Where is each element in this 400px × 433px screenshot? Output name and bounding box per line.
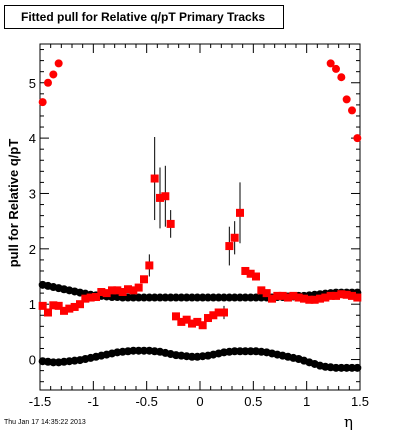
data-point-square [257,286,266,295]
x-tick-label: 1 [303,394,310,409]
data-point-square [268,294,276,303]
x-tick-label: -1 [88,394,100,409]
data-point-square [294,293,303,302]
x-axis-label: η [344,413,353,431]
x-tick-label: 0.5 [244,394,262,409]
data-point-circle [337,73,346,82]
x-tick-label: 1.5 [351,394,369,409]
data-point-square [108,286,116,295]
data-point-square [310,295,319,304]
data-point-square [166,219,175,228]
data-point-square [118,288,127,297]
data-point-square [177,317,186,326]
data-point-square [332,291,340,300]
data-point-square [225,242,234,251]
data-point-square [145,261,154,270]
y-tick-label: 5 [29,76,36,91]
data-point-square [300,294,308,303]
data-point-square [193,317,202,326]
y-tick-label: 1 [29,297,36,312]
data-point-circle [326,59,335,68]
data-point-square [204,314,212,323]
data-point-square [337,290,346,299]
data-point-square [129,286,138,295]
data-point-square [156,193,164,202]
data-point-square [289,291,298,300]
data-point-square [214,308,223,317]
data-point-square [140,275,148,284]
data-point-circle [44,78,52,87]
data-point-square [150,174,159,183]
data-point-square [252,272,260,281]
data-point-square [246,269,255,278]
data-point-square [92,292,100,301]
data-point-square [353,293,362,302]
data-point-square [273,291,282,300]
x-tick-label: -0.5 [135,394,157,409]
data-point-square [262,289,271,298]
data-point-square [70,302,79,311]
data-point-circle [332,64,340,73]
chart-title: Fitted pull for Relative q/pT Primary Tr… [4,5,284,29]
data-point-square [161,192,170,201]
data-point-square [321,293,330,302]
data-point-square [220,308,228,317]
data-point-circle [342,95,351,104]
data-point-square [316,294,324,303]
data-point-circle [348,106,356,115]
y-tick-label: 4 [29,131,36,146]
data-point-square [188,319,196,328]
data-point-square [54,301,63,310]
data-point-square [102,289,111,298]
x-tick-label: 0 [196,394,203,409]
data-point-square [97,288,106,297]
data-point-square [65,304,74,313]
data-point-square [209,311,218,320]
data-point-square [172,312,180,321]
data-point-square [182,315,191,324]
data-point-square [60,306,68,315]
x-tick-label: -1.5 [29,394,51,409]
data-point-square [44,308,52,317]
data-point-square [38,301,47,310]
data-point-square [241,266,250,275]
data-point-square [284,293,292,302]
data-point-square [134,283,143,292]
data-point-square [236,208,244,217]
data-point-square [230,233,239,242]
data-point-circle [353,134,362,143]
data-point-circle [54,59,63,68]
data-point-circle [38,98,47,107]
data-point-square [86,293,95,302]
data-point-square [342,290,351,299]
data-point-square [49,301,58,310]
data-point-square [81,294,90,303]
data-point-square [326,291,335,300]
data-point-square [76,300,84,309]
y-tick-label: 0 [29,353,36,368]
y-tick-label: 2 [29,242,36,257]
y-tick-label: 3 [29,186,36,201]
data-point-square [198,321,207,330]
plot-frame [39,43,361,391]
data-point-square [124,285,132,294]
data-point-square [305,295,314,304]
data-point-square [113,286,122,295]
timestamp: Thu Jan 17 14:35:22 2013 [4,419,86,426]
data-point-square [278,291,287,300]
y-axis-label: pull for Relative q/pT [6,138,21,268]
data-point-circle [49,70,58,79]
data-point-circle [353,363,362,372]
data-point-square [348,291,356,300]
